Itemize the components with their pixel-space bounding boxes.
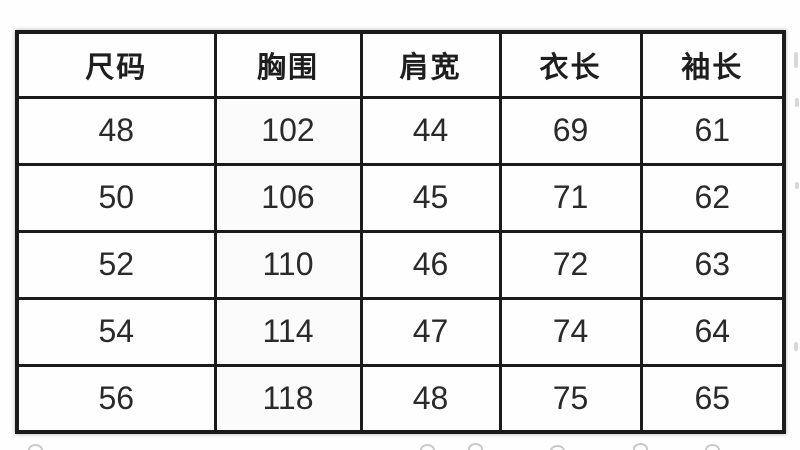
table-cell: 50 bbox=[15, 162, 217, 233]
size-chart-table: 尺码 胸围 肩宽 衣长 袖长 48 102 44 69 61 50 106 45… bbox=[15, 30, 786, 434]
table-cell: 46 bbox=[359, 229, 502, 300]
table-cell: 61 bbox=[639, 95, 786, 166]
header-row: 尺码 胸围 肩宽 衣长 袖长 bbox=[15, 30, 786, 99]
table-cell: 72 bbox=[498, 229, 643, 300]
table-cell: 102 bbox=[213, 95, 363, 166]
table-row: 56 118 48 75 65 bbox=[15, 363, 786, 434]
cropped-text-artifact bbox=[794, 52, 798, 68]
cropped-text-artifact bbox=[550, 445, 565, 450]
cropped-text-artifact bbox=[28, 444, 43, 450]
table-row: 48 102 44 69 61 bbox=[15, 95, 786, 166]
cropped-text-artifact bbox=[633, 443, 648, 450]
table-cell: 56 bbox=[15, 363, 217, 434]
cropped-text-artifact bbox=[420, 444, 435, 450]
table-cell: 65 bbox=[639, 363, 786, 434]
column-header-shoulder: 肩宽 bbox=[359, 30, 502, 99]
column-header-garment-length: 衣长 bbox=[498, 30, 643, 99]
cropped-text-artifact bbox=[705, 444, 720, 450]
table-cell: 114 bbox=[213, 296, 363, 367]
table-cell: 54 bbox=[15, 296, 217, 367]
table-cell: 47 bbox=[359, 296, 502, 367]
table-cell: 48 bbox=[15, 95, 217, 166]
table-row: 54 114 47 74 64 bbox=[15, 296, 786, 367]
table-cell: 118 bbox=[213, 363, 363, 434]
cropped-text-artifact bbox=[794, 342, 798, 351]
table-row: 50 106 45 71 62 bbox=[15, 162, 786, 233]
table-cell: 62 bbox=[639, 162, 786, 233]
column-header-chest: 胸围 bbox=[213, 30, 363, 99]
column-header-size: 尺码 bbox=[15, 30, 217, 99]
cropped-text-artifact bbox=[795, 182, 799, 189]
table-cell: 71 bbox=[498, 162, 643, 233]
column-header-sleeve-length: 袖长 bbox=[639, 30, 786, 99]
cropped-text-artifact bbox=[795, 98, 799, 107]
table-cell: 110 bbox=[213, 229, 363, 300]
table-cell: 75 bbox=[498, 363, 643, 434]
table-cell: 69 bbox=[498, 95, 643, 166]
table-cell: 44 bbox=[359, 95, 502, 166]
table-row: 52 110 46 72 63 bbox=[15, 229, 786, 300]
table-cell: 63 bbox=[639, 229, 786, 300]
cropped-text-artifact bbox=[468, 443, 483, 450]
table-cell: 48 bbox=[359, 363, 502, 434]
table-cell: 64 bbox=[639, 296, 786, 367]
table-cell: 45 bbox=[359, 162, 502, 233]
table-cell: 106 bbox=[213, 162, 363, 233]
table-cell: 52 bbox=[15, 229, 217, 300]
table-cell: 74 bbox=[498, 296, 643, 367]
